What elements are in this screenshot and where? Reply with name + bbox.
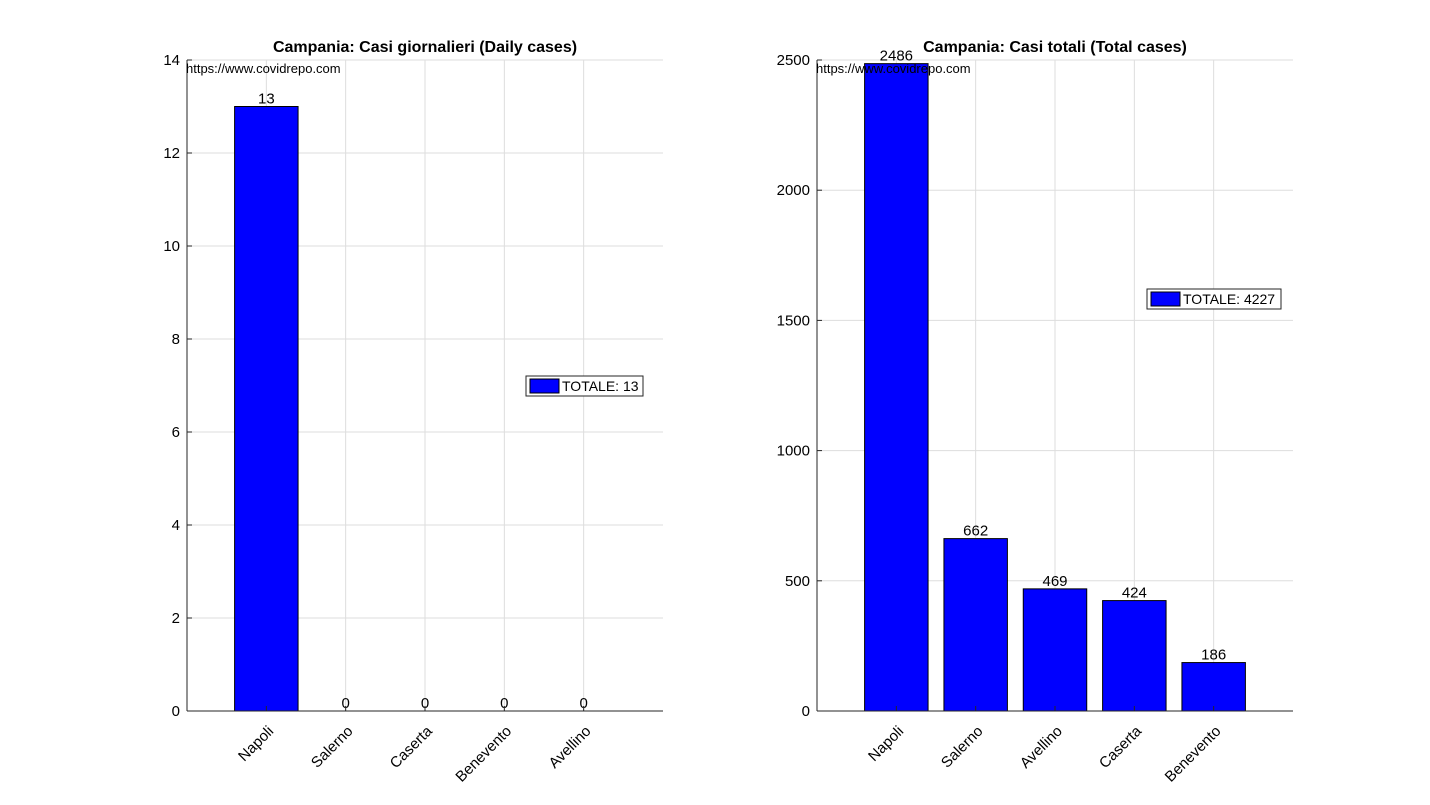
y-tick-label: 2 — [172, 610, 180, 627]
bars — [234, 106, 299, 712]
y-tick-label: 0 — [802, 703, 810, 720]
bar-avellino — [1022, 588, 1088, 712]
x-tick-label: Salerno — [308, 723, 357, 772]
y-tick-label: 8 — [172, 331, 180, 348]
y-tick-label: 500 — [785, 573, 810, 590]
bar-value-label: 0 — [500, 695, 508, 712]
y-tick-label: 1000 — [777, 443, 810, 460]
x-tick-label: Caserta — [1096, 722, 1146, 772]
bar-caserta — [1102, 600, 1167, 712]
legend-swatch — [529, 378, 560, 394]
y-tick-label: 14 — [163, 52, 180, 69]
y-tick-label: 2500 — [777, 52, 810, 69]
legend-label: TOTALE: 13 — [562, 378, 639, 394]
bar-value-label: 2486 — [880, 48, 913, 65]
legend-swatch — [1150, 291, 1181, 307]
y-tick-label: 6 — [172, 424, 180, 441]
bar-value-label: 469 — [1042, 573, 1067, 590]
y-tick-label: 10 — [163, 238, 180, 255]
x-tick-label: Salerno — [938, 723, 987, 772]
y-tick-label: 4 — [172, 517, 180, 534]
bar-benevento — [1181, 662, 1246, 712]
legend: TOTALE: 13 — [525, 375, 644, 397]
bar-value-labels: 13 0 0 0 0 — [258, 91, 588, 713]
x-tick-label: Benevento — [452, 723, 515, 786]
bar-napoli — [864, 63, 929, 712]
bar-value-label: 662 — [963, 523, 988, 540]
chart-title: Campania: Casi totali (Total cases) — [923, 39, 1187, 56]
bar-value-labels: 2486 662 469 424 186 — [880, 48, 1227, 664]
x-tick-label: Avellino — [546, 723, 595, 772]
bar-value-label: 0 — [421, 695, 429, 712]
total-cases-chart: 2486 662 469 424 186 0 500 1000 1500 2000 2500 Nap… — [777, 39, 1293, 786]
x-tick-label: Napoli — [235, 723, 277, 765]
legend: TOTALE: 4227 — [1146, 288, 1282, 310]
bar-value-label: 424 — [1122, 585, 1147, 602]
legend-label: TOTALE: 4227 — [1183, 291, 1275, 307]
daily-cases-chart: 13 0 0 0 0 0 2 4 6 8 10 12 14 Napoli Salerno Caserta Be… — [163, 39, 663, 786]
bar-salerno — [943, 538, 1008, 712]
bar-value-label: 13 — [258, 91, 275, 108]
x-tick-label: Benevento — [1162, 723, 1225, 786]
bar-napoli — [234, 106, 299, 712]
bar-value-label: 186 — [1201, 647, 1226, 664]
y-tick-label: 1500 — [777, 312, 810, 329]
y-tick-label: 12 — [163, 145, 180, 162]
x-tick-label: Avellino — [1017, 723, 1066, 772]
x-tick-label: Napoli — [865, 723, 907, 765]
watermark: https://www.covidrepo.com — [186, 61, 341, 76]
bars — [864, 63, 1246, 712]
x-tick-label: Caserta — [387, 722, 437, 772]
y-tick-label: 2000 — [777, 182, 810, 199]
bar-value-label: 0 — [341, 695, 349, 712]
y-tick-label: 0 — [172, 703, 180, 720]
chart-title: Campania: Casi giornalieri (Daily cases) — [273, 39, 577, 56]
watermark: https://www.covidrepo.com — [816, 61, 971, 76]
bar-value-label: 0 — [579, 695, 587, 712]
